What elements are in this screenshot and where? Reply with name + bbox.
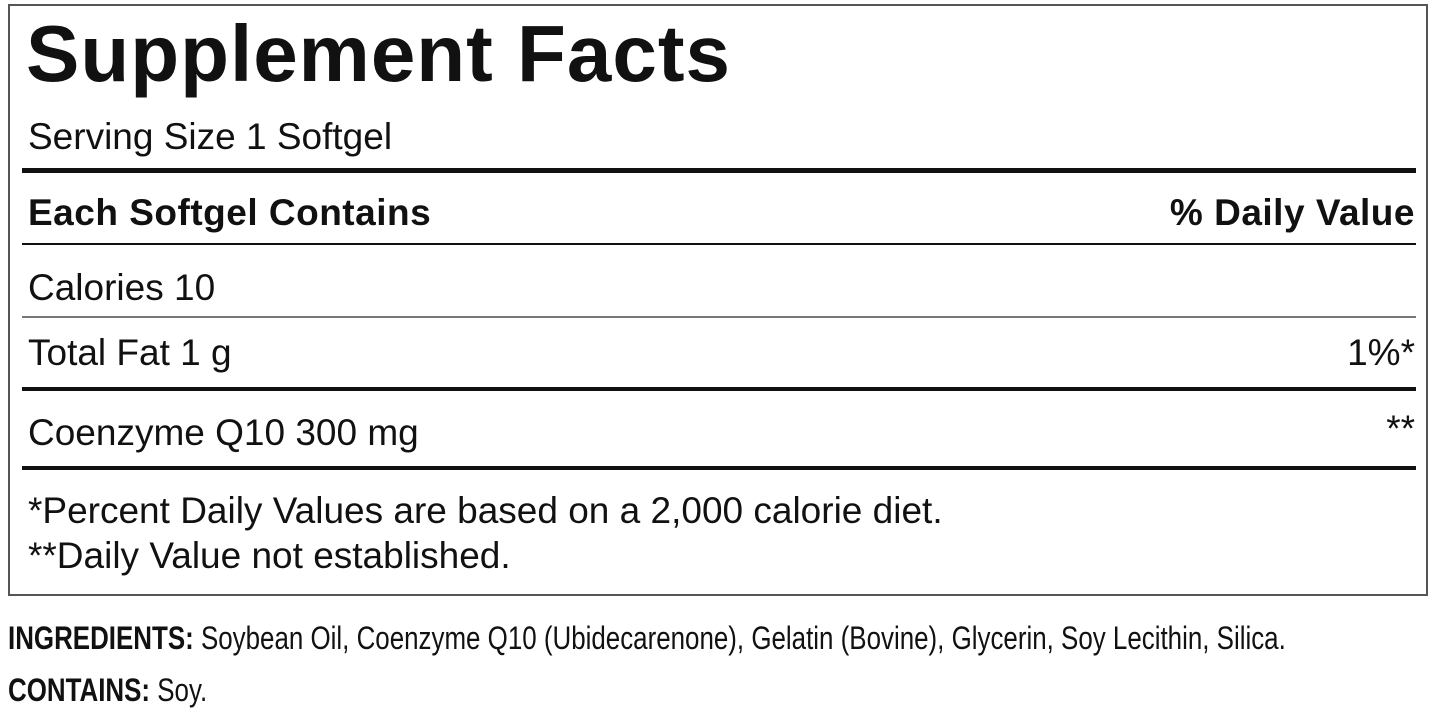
divider-thick: [22, 466, 1416, 470]
supplement-facts-panel: [8, 4, 1428, 596]
serving-size: Serving Size 1 Softgel: [28, 116, 393, 157]
header-daily-value: % Daily Value: [1169, 192, 1415, 233]
ingredients-text: Soybean Oil, Coenzyme Q10 (Ubidecarenone…: [193, 620, 1286, 656]
footnote-percent-dv: *Percent Daily Values are based on a 2,0…: [28, 490, 943, 531]
divider: [22, 243, 1416, 245]
contains-text: Soy.: [150, 672, 208, 708]
divider: [22, 316, 1416, 318]
row-coenzyme-q10-dv: **: [1386, 408, 1415, 449]
row-total-fat: Total Fat 1 g: [28, 332, 232, 373]
row-coenzyme-q10: Coenzyme Q10 300 mg: [28, 412, 419, 453]
panel-title: Supplement Facts: [26, 9, 732, 98]
ingredients-line: INGREDIENTS: Soybean Oil, Coenzyme Q10 (…: [8, 622, 1286, 654]
contains-label: CONTAINS:: [8, 672, 151, 708]
footnote-dv-not-established: **Daily Value not established.: [28, 535, 511, 576]
row-calories: Calories 10: [28, 267, 216, 308]
divider-thick: [22, 387, 1416, 391]
ingredients-label: INGREDIENTS:: [8, 620, 194, 656]
divider-thick: [22, 168, 1416, 173]
row-total-fat-dv: 1%*: [1347, 332, 1415, 373]
contains-line: CONTAINS: Soy.: [8, 674, 207, 706]
header-each-softgel: Each Softgel Contains: [28, 192, 432, 233]
